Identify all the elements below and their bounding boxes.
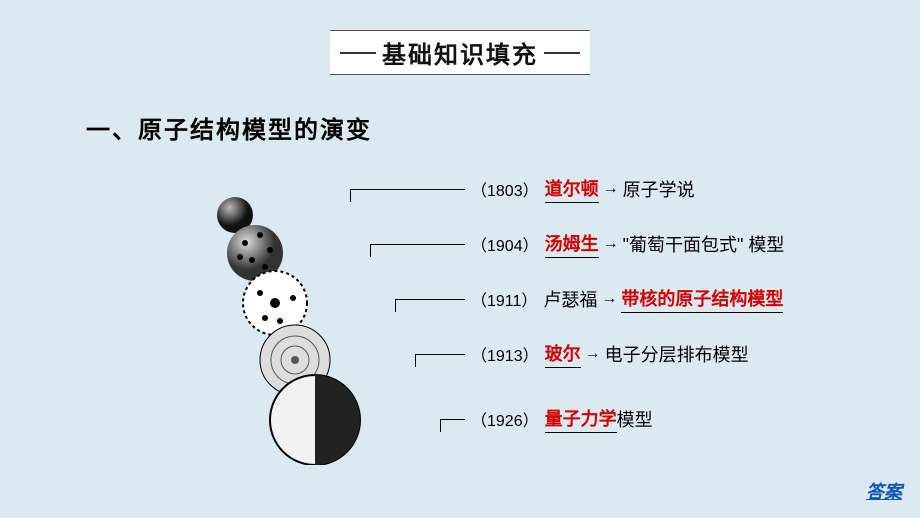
year-label: （1913）: [471, 342, 539, 366]
year-label: （1904）: [471, 232, 539, 256]
arrow-icon: →: [603, 235, 619, 253]
timeline-row: （1911） 卢瑟福 → 带核的原子结构模型: [395, 285, 783, 313]
header-bar-left: [340, 52, 376, 54]
timeline-row: （1926） 量子力学模型: [440, 405, 653, 433]
header-bar-right: [544, 52, 580, 54]
evolution-diagram: （1803） 道尔顿 → 原子学说 （1904） 汤姆生 → "葡萄干面包式" …: [170, 155, 810, 455]
lead-line: [415, 354, 465, 355]
arrow-icon: →: [601, 290, 617, 308]
scientist-name: 量子力学: [545, 405, 617, 433]
lead-line: [395, 299, 465, 300]
timeline-row: （1803） 道尔顿 → 原子学说: [350, 175, 695, 203]
model-desc: "葡萄干面包式" 模型: [623, 231, 785, 257]
year-label: （1926）: [471, 407, 539, 431]
arrow-icon: →: [603, 180, 619, 198]
arrow-icon: →: [585, 345, 601, 363]
section-title: 一、原子结构模型的演变: [86, 110, 372, 145]
year-label: （1911）: [471, 287, 537, 311]
sphere-stack: [210, 175, 380, 470]
lead-line: [370, 244, 465, 245]
header-banner: 基础知识填充: [330, 30, 590, 75]
model-desc: 原子学说: [623, 176, 695, 202]
timeline-row: （1913） 玻尔 → 电子分层排布模型: [415, 340, 749, 368]
scientist-name: 汤姆生: [545, 230, 599, 258]
scientist-name: 卢瑟福: [543, 286, 597, 312]
scientist-name: 玻尔: [545, 340, 581, 368]
timeline-row: （1904） 汤姆生 → "葡萄干面包式" 模型: [370, 230, 784, 258]
scientist-name: 道尔顿: [545, 175, 599, 203]
model-desc: 模型: [617, 406, 653, 432]
model-desc: 带核的原子结构模型: [621, 285, 783, 313]
model-desc: 电子分层排布模型: [605, 341, 749, 367]
lead-line: [440, 419, 465, 420]
lead-line: [350, 189, 465, 190]
answer-button[interactable]: 答案: [866, 478, 902, 504]
header-title: 基础知识填充: [376, 35, 544, 70]
year-label: （1803）: [471, 177, 539, 201]
